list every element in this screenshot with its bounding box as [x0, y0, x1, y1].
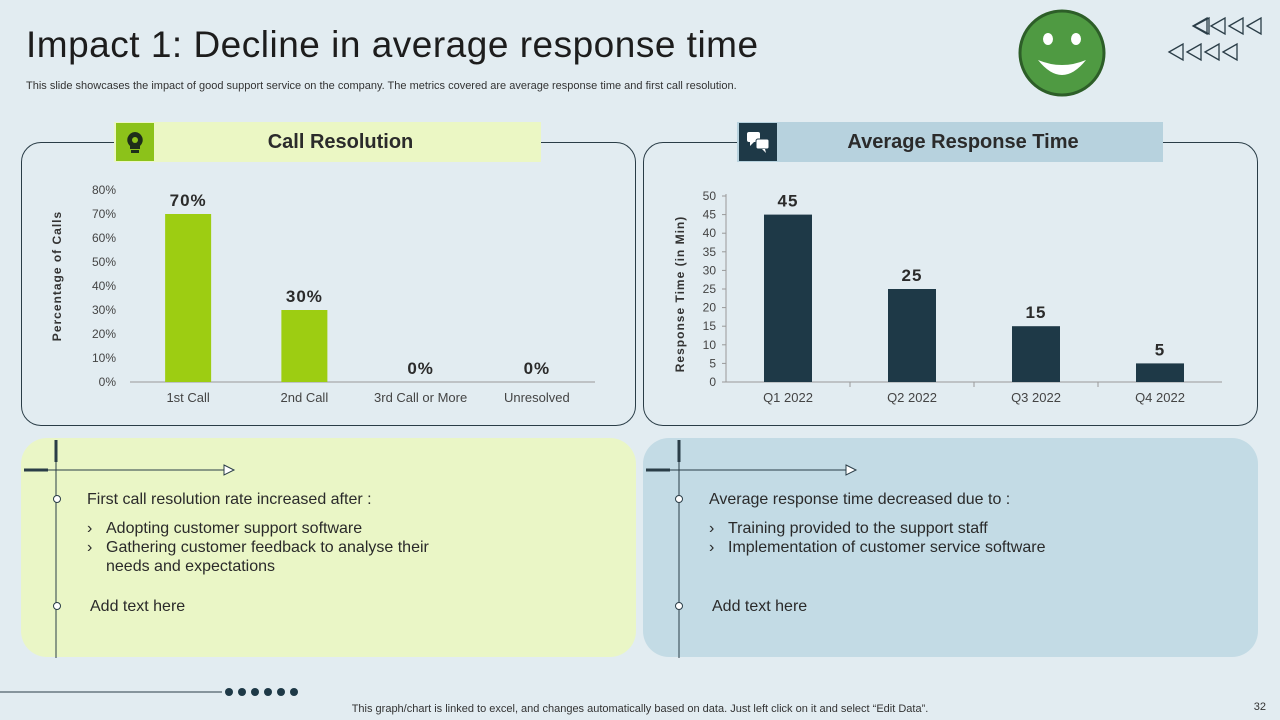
- data-label: 0%: [524, 359, 551, 378]
- list-item: › Gathering customer feedback to analyse…: [87, 539, 429, 575]
- y-tick-label: 50%: [92, 255, 116, 269]
- x-tick-label: Q3 2022: [1011, 390, 1061, 405]
- smiley-face-icon: [1018, 9, 1106, 97]
- page-number: 32: [1253, 701, 1266, 713]
- y-tick-label: 45: [703, 208, 717, 222]
- bullet-list: › Adopting customer support software › G…: [87, 519, 447, 576]
- y-tick-label: 30%: [92, 303, 116, 317]
- triangle-arrows-icon: [1167, 16, 1262, 62]
- data-label: 30%: [286, 287, 323, 306]
- y-tick-label: 20%: [92, 327, 116, 341]
- list-item: › Training provided to the support staff: [709, 520, 988, 537]
- footer-note: This graph/chart is linked to excel, and…: [351, 703, 929, 715]
- data-label: 45: [778, 192, 799, 211]
- x-tick-label: 3rd Call or More: [374, 390, 467, 405]
- y-tick-label: 15: [703, 319, 717, 333]
- bar-q1-2022: [764, 214, 812, 382]
- y-tick-label: 60%: [92, 231, 116, 245]
- data-label: 0%: [407, 359, 434, 378]
- y-tick-label: 80%: [92, 183, 116, 197]
- timeline-right: [646, 440, 858, 658]
- y-tick-label: 0%: [99, 375, 117, 389]
- data-label: 25: [902, 266, 923, 285]
- y-tick-label: 50: [703, 189, 717, 203]
- y-tick-label: 5: [709, 356, 716, 370]
- response-time-notes: [643, 438, 1258, 657]
- add-text-placeholder[interactable]: Add text here: [90, 598, 186, 615]
- data-label: 70%: [170, 191, 207, 210]
- chevron-right-icon: ›: [87, 539, 93, 556]
- notes-heading: Average response time decreased due to :: [709, 491, 1011, 508]
- x-tick-label: Unresolved: [504, 390, 570, 405]
- y-tick-label: 10%: [92, 351, 116, 365]
- bar-q4-2022: [1136, 363, 1184, 382]
- response-time-chart: Response Time (in Min) 0 5 10 15 20 25 30 35 40 4…: [673, 189, 1222, 405]
- y-tick-label: 30: [703, 263, 717, 277]
- x-tick-label: 1st Call: [166, 390, 209, 405]
- bullet-list: › Training provided to the support staff…: [709, 519, 1109, 557]
- y-tick-label: 20: [703, 301, 717, 315]
- bar-1st-call: [165, 214, 212, 382]
- y-tick-label: 10: [703, 338, 717, 352]
- chevron-right-icon: ›: [87, 520, 93, 537]
- progress-dots: [0, 688, 298, 696]
- y-tick-label: 40%: [92, 279, 116, 293]
- chat-bubbles-icon: [739, 123, 777, 161]
- chevron-right-icon: ›: [709, 520, 715, 537]
- response-time-title: Average Response Time: [847, 130, 1079, 153]
- bar-2nd-call: [281, 310, 328, 382]
- timeline-left: [24, 440, 236, 658]
- notes-heading: First call resolution rate increased aft…: [87, 491, 372, 508]
- bar-q3-2022: [1012, 326, 1060, 382]
- x-tick-label: Q1 2022: [763, 390, 813, 405]
- y-tick-label: 25: [703, 282, 717, 296]
- x-tick-label: Q2 2022: [887, 390, 937, 405]
- page-title: Impact 1: Decline in average response ti…: [26, 24, 759, 65]
- y-tick-label: 40: [703, 226, 717, 240]
- lightbulb-gear-icon: [116, 123, 154, 161]
- x-tick-label: Q4 2022: [1135, 390, 1185, 405]
- y-tick-label: 35: [703, 245, 717, 259]
- response-time-header: Average Response Time: [737, 122, 1163, 162]
- list-item: › Implementation of customer service sof…: [709, 539, 1046, 556]
- call-resolution-header: Call Resolution: [114, 122, 541, 162]
- page-subtitle: This slide showcases the impact of good …: [26, 80, 737, 92]
- call-resolution-chart: Percentage of Calls 0% 10% 20% 30% 40% 50% 60%…: [50, 183, 595, 405]
- call-resolution-title: Call Resolution: [267, 130, 414, 153]
- list-item: › Adopting customer support software: [87, 520, 363, 537]
- data-label: 15: [1026, 303, 1047, 322]
- chevron-right-icon: ›: [709, 539, 715, 556]
- x-tick-label: 2nd Call: [281, 390, 329, 405]
- y-axis-label: Percentage of Calls: [50, 211, 64, 341]
- y-tick-label: 70%: [92, 207, 116, 221]
- call-resolution-notes: [21, 438, 636, 657]
- y-axis-label: Response Time (in Min): [673, 216, 687, 372]
- y-tick-label: 0: [709, 375, 716, 389]
- add-text-placeholder[interactable]: Add text here: [712, 598, 808, 615]
- bar-q2-2022: [888, 289, 936, 382]
- data-label: 5: [1155, 340, 1165, 359]
